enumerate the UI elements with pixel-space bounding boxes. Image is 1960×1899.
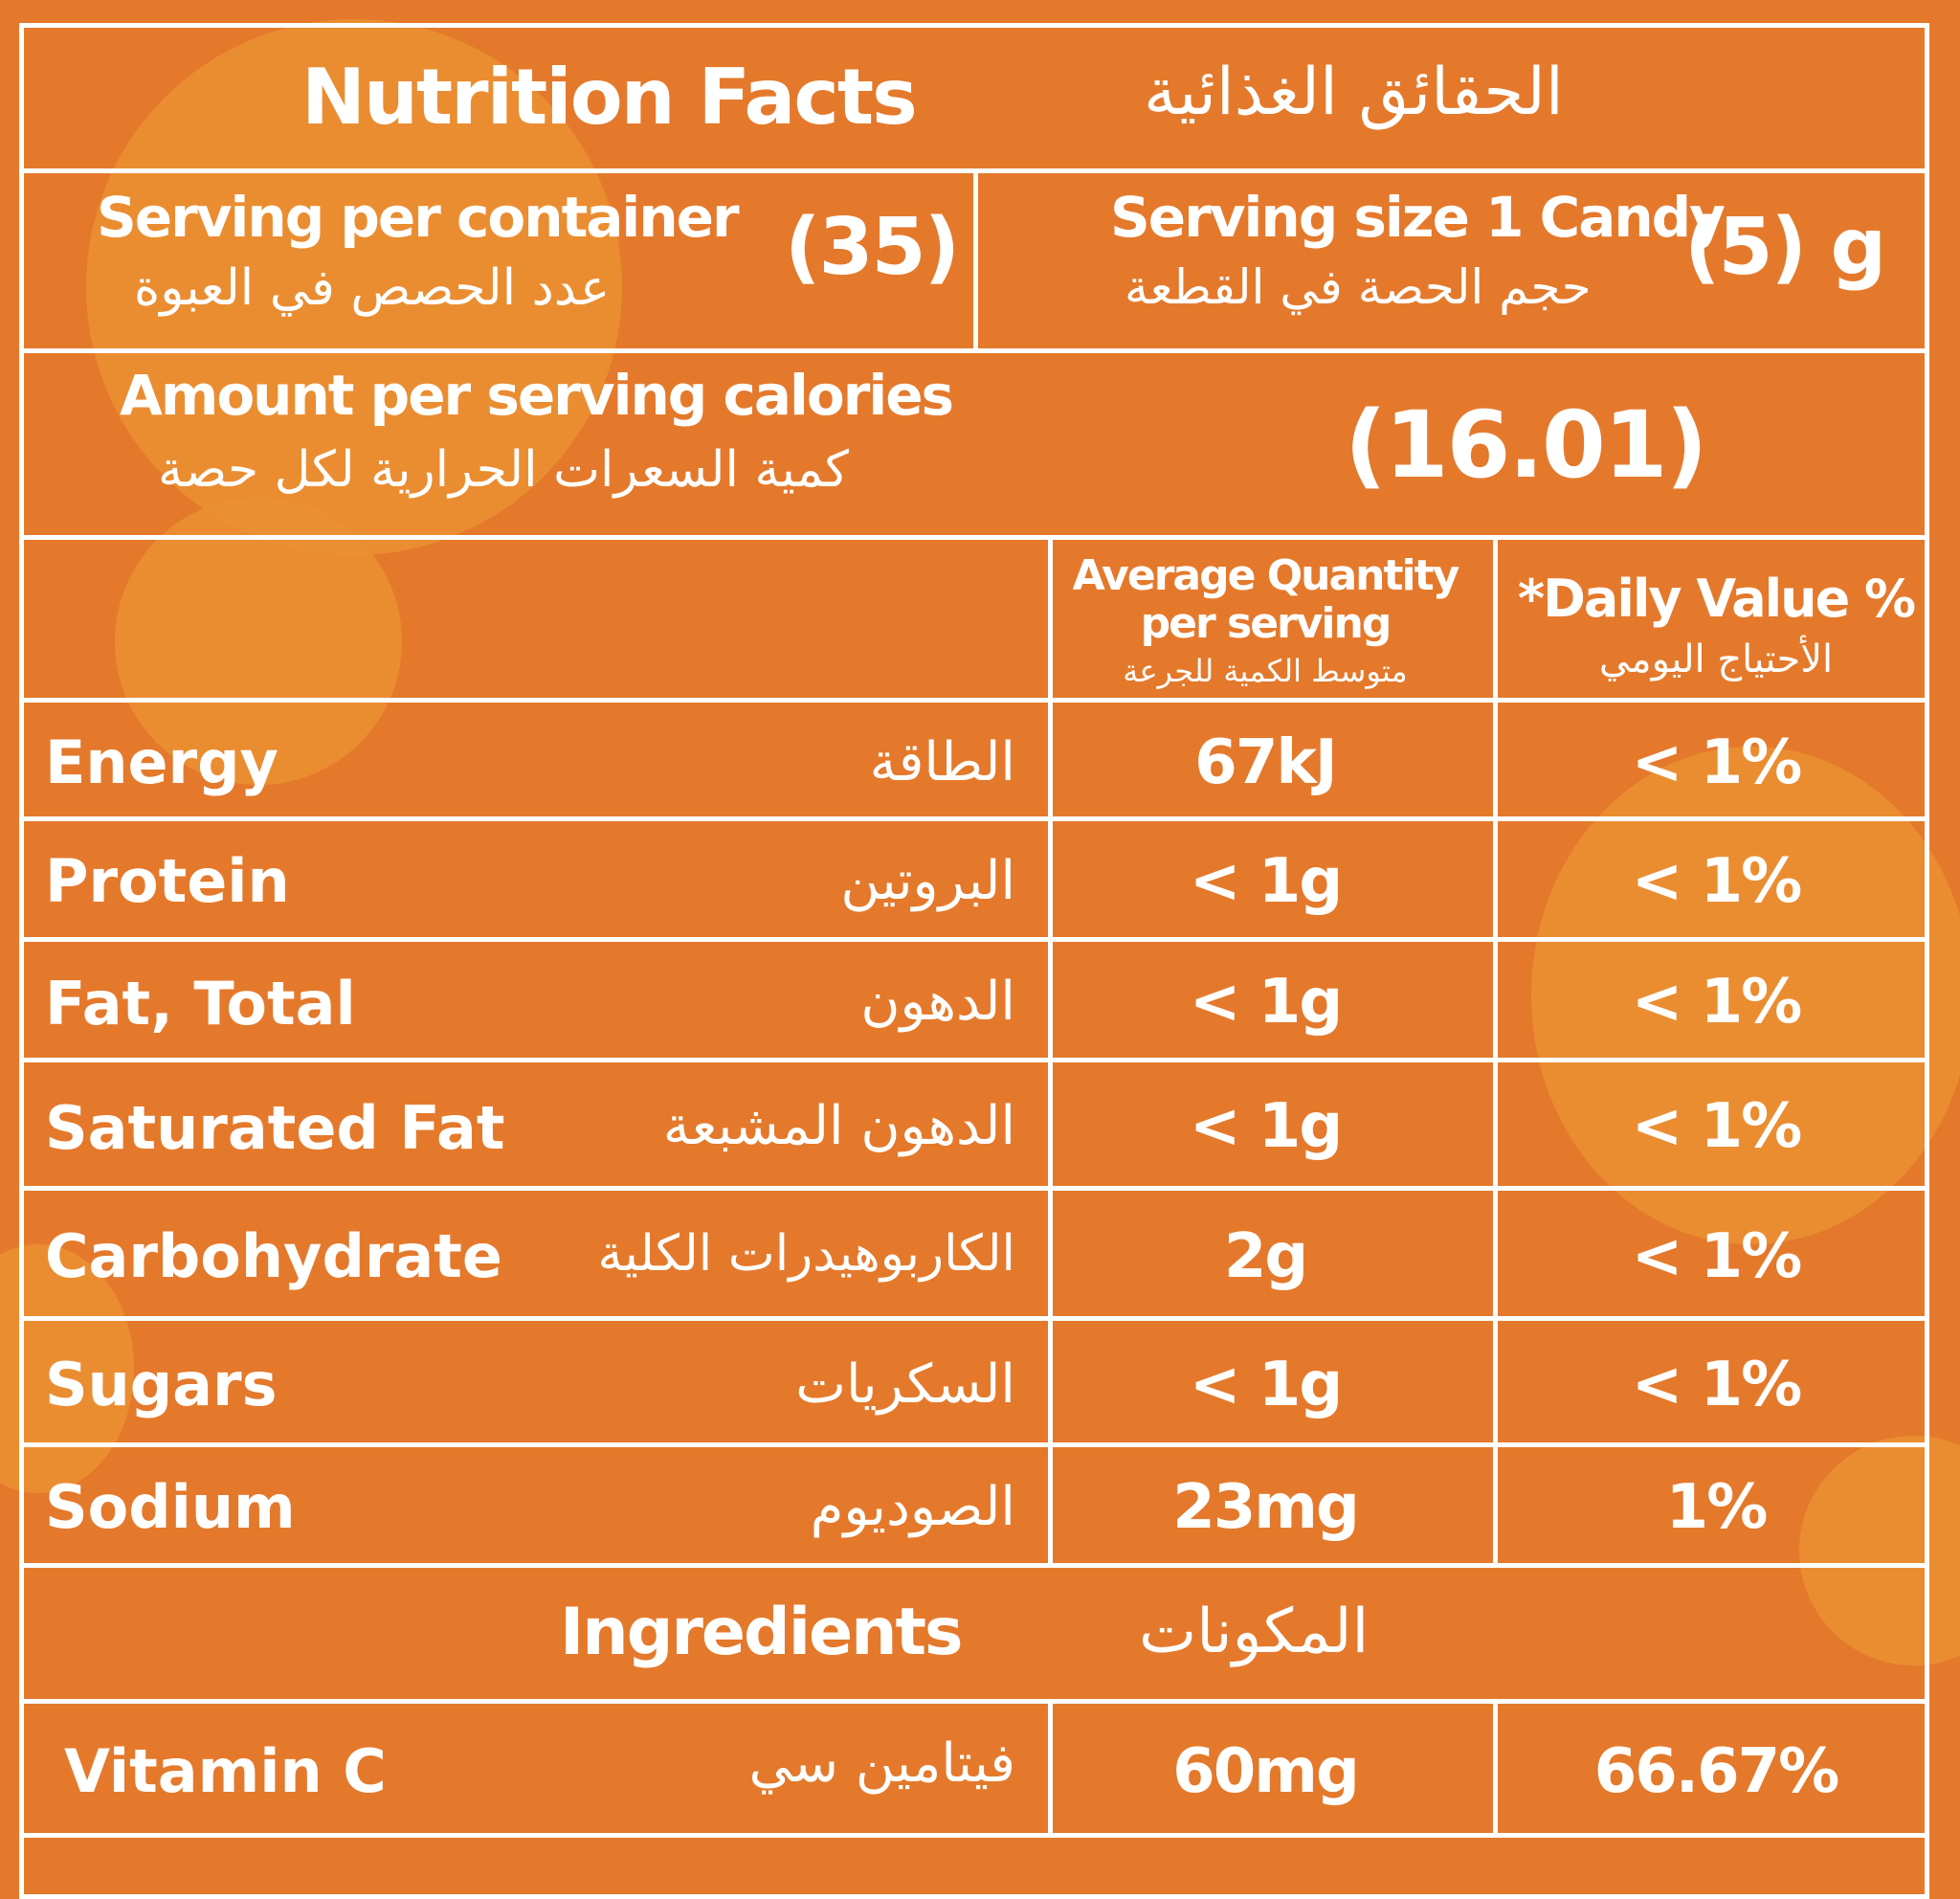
background-blob	[115, 498, 402, 785]
nutrient-daily-value: < 1%	[1631, 967, 1803, 1038]
nutrition-panel: Nutrition Facts الحقائق الغذائية Serving…	[19, 23, 1929, 1899]
nutrient-daily-value: 1%	[1665, 1472, 1769, 1543]
nutrient-name-ar: البروتين	[840, 850, 1015, 912]
nutrient-quantity: < 1g	[1189, 967, 1343, 1038]
calories-row: Amount per serving calories كمية السعرات…	[24, 353, 1925, 540]
ingredients-title: Ingredients	[560, 1595, 964, 1670]
serving-size-label-ar: حجم الحصة في القطعة	[1125, 259, 1592, 315]
nutrient-quantity: 2g	[1223, 1221, 1308, 1292]
nutrient-quantity: 23mg	[1172, 1472, 1360, 1543]
daily-value-header: *Daily Value %	[1517, 569, 1916, 629]
nutrient-row: Sugars السكريات < 1g < 1%	[24, 1321, 1925, 1447]
background-blob	[1531, 747, 1960, 1244]
daily-value-header-ar: الأحتياج اليومي	[1598, 637, 1834, 681]
nutrient-name: Protein	[45, 846, 290, 916]
calories-label: Amount per serving calories	[120, 363, 954, 428]
nutrient-name: Energy	[45, 727, 278, 797]
nutrient-daily-value: < 1%	[1631, 846, 1803, 917]
nutrient-name-ar: السكريات	[795, 1353, 1015, 1416]
nutrient-name: Saturated Fat	[45, 1093, 505, 1163]
title-en: Nutrition Facts	[301, 53, 918, 142]
ingredients-title-ar: المكونات	[1139, 1597, 1370, 1667]
nutrient-name: Fat, Total	[45, 969, 356, 1039]
nutrient-name-ar: الكاربوهيدرات الكلية	[597, 1225, 1015, 1283]
serving-per-container-label: Serving per container	[97, 185, 740, 250]
nutrient-daily-value: < 1%	[1631, 727, 1803, 798]
ingredient-daily-value: 66.67%	[1593, 1736, 1840, 1807]
nutrient-row: Energy الطاقة 67kJ < 1%	[24, 703, 1925, 821]
nutrient-row: Carbohydrate الكاربوهيدرات الكلية 2g < 1…	[24, 1191, 1925, 1321]
avg-quantity-header-ar: متوسط الكمية للجرعة	[1123, 653, 1408, 689]
header-row: Nutrition Facts الحقائق الغذائية	[24, 28, 1925, 173]
serving-size-value: (5) g	[1684, 202, 1886, 293]
nutrient-daily-value: < 1%	[1631, 1350, 1803, 1420]
ingredient-row: Vitamin C فيتامين سي 60mg 66.67%	[24, 1704, 1925, 1838]
nutrient-name-ar: الصوديوم	[810, 1476, 1015, 1538]
calories-value: (16.01)	[1345, 391, 1707, 499]
serving-row: Serving per container عدد الحصص في العبو…	[24, 173, 1925, 353]
avg-quantity-header-2: per serving	[1140, 599, 1392, 648]
avg-quantity-header: Average Quantity	[1072, 551, 1460, 600]
title-ar: الحقائق الغذائية	[1144, 55, 1564, 130]
serving-size-label: Serving size 1 Candy	[1110, 185, 1726, 250]
nutrient-name-ar: الدهون المشبعة	[662, 1095, 1015, 1157]
ingredient-name-ar: فيتامين سي	[748, 1732, 1015, 1795]
column-header-row: Average Quantity per serving متوسط الكمي…	[24, 540, 1925, 703]
serving-per-container-value: (35)	[785, 202, 960, 293]
ingredient-name: Vitamin C	[64, 1736, 387, 1806]
nutrient-daily-value: < 1%	[1631, 1091, 1803, 1162]
calories-label-ar: كمية السعرات الحرارية لكل حصة	[158, 441, 849, 499]
nutrient-name: Carbohydrate	[45, 1221, 502, 1291]
nutrient-row: Saturated Fat الدهون المشبعة < 1g < 1%	[24, 1062, 1925, 1191]
nutrient-name-ar: الدهون	[860, 971, 1015, 1033]
ingredients-header-row: Ingredients المكونات	[24, 1568, 1925, 1704]
background-blob	[86, 19, 622, 555]
nutrient-name-ar: الطاقة	[869, 731, 1015, 793]
nutrient-row: Sodium الصوديوم 23mg 1%	[24, 1447, 1925, 1568]
serving-per-container-label-ar: عدد الحصص في العبوة	[134, 259, 611, 317]
nutrient-name: Sodium	[45, 1472, 296, 1542]
nutrient-daily-value: < 1%	[1631, 1221, 1803, 1292]
nutrient-quantity: 67kJ	[1194, 727, 1337, 798]
nutrient-quantity: < 1g	[1189, 846, 1343, 917]
nutrient-quantity: < 1g	[1189, 1350, 1343, 1420]
nutrient-row: Fat, Total الدهون < 1g < 1%	[24, 942, 1925, 1062]
nutrient-name: Sugars	[45, 1350, 278, 1419]
nutrient-quantity: < 1g	[1189, 1091, 1343, 1162]
nutrient-row: Protein البروتين < 1g < 1%	[24, 821, 1925, 942]
ingredient-quantity: 60mg	[1172, 1736, 1360, 1807]
